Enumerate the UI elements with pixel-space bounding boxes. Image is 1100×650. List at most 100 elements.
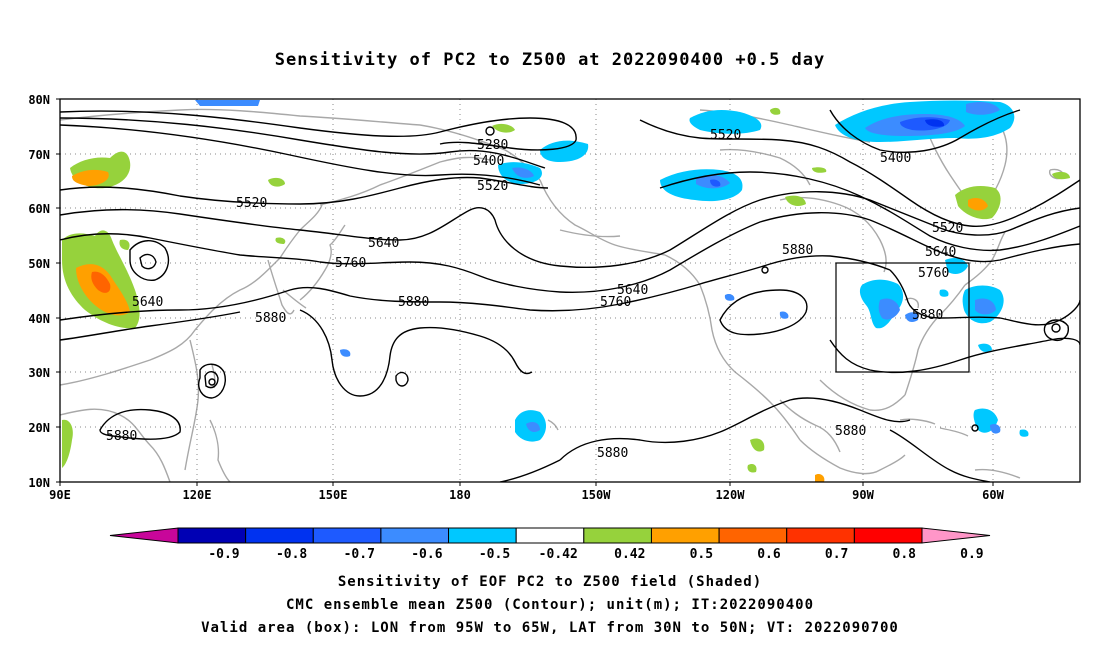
colorbar-label: 0.6 [757,547,781,562]
contour-low-japan-inner [139,253,157,270]
colorbar-swatch [583,527,652,544]
contour-label: 5520 [236,196,267,211]
shade-blob [340,349,351,357]
shade-blob [275,237,286,244]
contour-5520-b [639,119,1080,228]
lat-label: 40N [28,312,50,326]
colorbar-label: 0.5 [690,547,713,562]
shade-blob [724,293,735,301]
colorbar-arrow-left [109,527,179,544]
contour-low-phil [198,363,226,399]
colorbar-label: -0.7 [344,547,375,562]
colorbar-swatch [380,527,450,544]
contour-5880-e [99,408,181,440]
shade-blob [770,107,781,115]
contour-5400-c [829,109,1021,154]
lat-label: 80N [28,93,50,107]
colorbar-swatch [245,527,314,544]
contour-small-4 [971,424,979,432]
colorbar-swatch [786,527,855,544]
caption-contour: CMC ensemble mean Z500 (Contour); unit(m… [285,597,814,613]
lon-label: 150W [582,488,612,502]
contour-5760 [60,212,1080,293]
shade-blob [526,422,540,432]
contour-label: 5640 [925,245,956,260]
contour-label: 5520 [710,128,741,143]
contour-5880-j [499,459,561,482]
shade-blob [119,239,130,250]
shade-blob [966,102,1000,115]
shade-blob [689,110,762,134]
contour-label: 5880 [782,243,813,258]
shade-blob [1052,171,1070,180]
contour-small-6 [485,126,495,136]
shade-blob [512,167,534,178]
caption-shading: Sensitivity of EOF PC2 to Z500 field (Sh… [337,574,763,590]
colorbar-swatch [177,527,247,544]
lon-label: 120W [716,488,746,502]
contour-5880-d [299,309,533,397]
lat-label: 10N [28,476,50,490]
shade-blob [1019,429,1029,437]
shade-blob [91,271,111,293]
shade-blob [492,123,515,133]
lon-label: 60W [982,488,1004,502]
colorbar-label: -0.8 [276,547,307,562]
contour-low-phil-2 [204,371,219,389]
contour-small-5 [761,266,769,274]
contour-5880-h [829,337,1080,374]
contour-small-1 [395,371,409,387]
contour-label: 5400 [880,151,911,166]
colorbar-swatch [448,527,517,544]
shade-blob [939,289,949,297]
contour-5400 [60,117,546,169]
colorbar-swatch [853,527,923,544]
lat-label: 60N [28,202,50,216]
colorbar-swatch [718,527,788,544]
colorbar-arrow-right [921,527,991,544]
contour-5640-b [659,171,1080,252]
caption-valid-area: Valid area (box): LON from 95W to 65W, L… [201,620,899,636]
contour-5880 [60,255,891,321]
shade-blob [815,473,825,482]
shade-blob [710,179,721,187]
shade-blob [878,298,900,320]
colorbar-label: 0.9 [960,547,983,562]
lat-label: 30N [28,366,50,380]
map-border [59,98,1081,483]
shade-blob [750,438,765,452]
contour-label: 5640 [132,295,163,310]
contour-label: 5640 [617,283,648,298]
lon-label: 90W [852,488,874,502]
shade-blob [62,419,73,468]
shade-blob [540,140,589,162]
contour-label: 5880 [835,424,866,439]
colorbar-label: -0.5 [479,547,510,562]
colorbar: -0.9 -0.8 -0.7 -0.6 -0.5 -0.42 0.42 0.5 0.6 0.7 0.… [109,527,991,562]
lon-label: 90E [49,488,71,502]
lon-label: 120E [183,488,212,502]
colorbar-label: -0.6 [411,547,442,562]
shade-blob [72,169,109,186]
chart-title: Sensitivity of PC2 to Z500 at 2022090400… [274,50,826,70]
contour-low-phil-3 [208,378,216,386]
contour-label: 5760 [335,256,366,271]
shade-blob [945,258,968,274]
contour-5880-g [719,289,808,336]
lon-label: 150E [319,488,348,502]
contour-label: 5880 [106,429,137,444]
colorbar-label: -0.42 [539,547,578,562]
contour-label: 5880 [255,311,286,326]
shade-blob [785,195,806,206]
lon-label: 180 [449,488,471,502]
lat-label: 20N [28,421,50,435]
shade-blob [747,463,757,473]
contour-5280 [60,110,577,151]
colorbar-swatch [515,527,585,544]
colorbar-swatch [650,527,720,544]
valid-area-box [835,262,970,373]
colorbar-swatch [312,527,382,544]
shade-blob [812,167,827,173]
map-frame [60,99,1080,482]
